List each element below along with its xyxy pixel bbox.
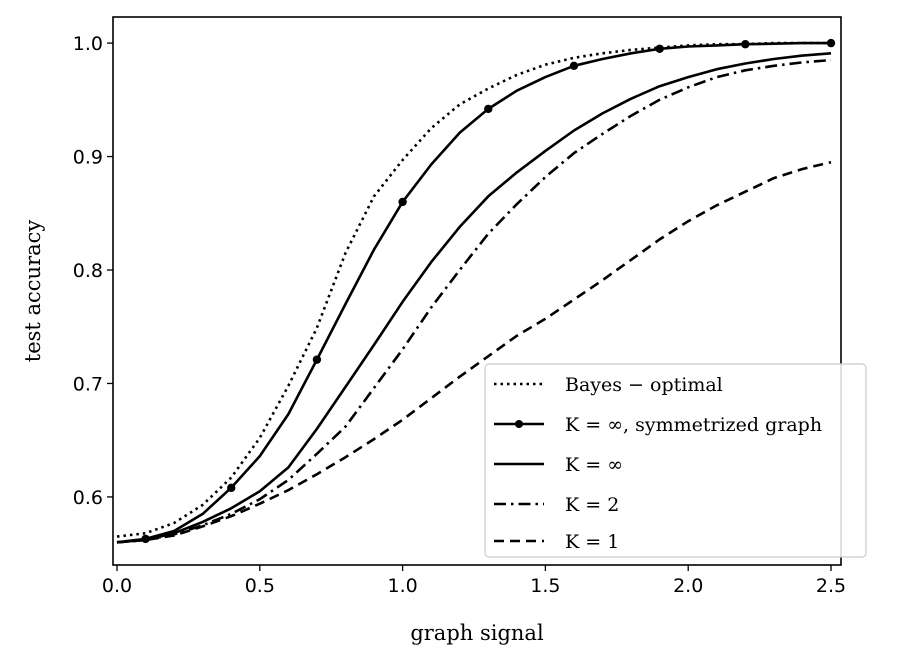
plot-frame — [112, 16, 842, 566]
series-line-1 — [116, 41, 831, 544]
x-tick-label: 0.5 — [245, 575, 275, 597]
legend-label-1: K = ∞, symmetrized graph — [565, 414, 822, 436]
x-tick-label: 0.0 — [102, 575, 132, 597]
legend-label-2: K = ∞ — [565, 454, 623, 476]
legend: Bayes − optimal K = ∞, symmetrized graph K… — [484, 363, 867, 558]
y-tick-label: 0.8 — [73, 260, 103, 282]
x-axis: 0.0 0.5 1.0 1.5 2.0 2.5 — [102, 565, 846, 597]
y-axis: 0.6 0.7 0.8 0.9 1.0 — [73, 33, 113, 509]
x-tick-label: 1.0 — [387, 575, 417, 597]
series-marker — [398, 197, 407, 207]
series-marker — [826, 38, 836, 48]
series-line-2 — [116, 52, 832, 544]
legend-label-3: K = 2 — [565, 494, 619, 516]
series-marker — [227, 483, 236, 493]
series-marker — [741, 40, 750, 49]
series-line-4 — [116, 160, 832, 544]
series-layer — [116, 38, 836, 544]
y-tick-label: 0.7 — [73, 373, 103, 395]
legend-label-4: K = 1 — [565, 531, 619, 553]
x-tick-label: 1.5 — [530, 575, 560, 597]
series-marker — [484, 104, 493, 114]
y-tick-label: 0.6 — [73, 487, 103, 509]
y-tick-label: 1.0 — [73, 33, 103, 55]
x-tick-label: 2.5 — [816, 575, 846, 597]
x-axis-label: graph signal — [410, 621, 544, 645]
legend-box — [484, 363, 867, 558]
x-tick-label: 2.0 — [673, 575, 703, 597]
y-axis-label: test accuracy — [21, 220, 45, 363]
series-marker — [569, 61, 579, 70]
legend-marker — [515, 420, 523, 428]
y-tick-label: 0.9 — [73, 147, 103, 169]
series-marker — [312, 355, 322, 364]
series-line-3 — [116, 58, 832, 544]
legend-label-0: Bayes − optimal — [565, 374, 723, 396]
series-marker — [655, 44, 664, 53]
